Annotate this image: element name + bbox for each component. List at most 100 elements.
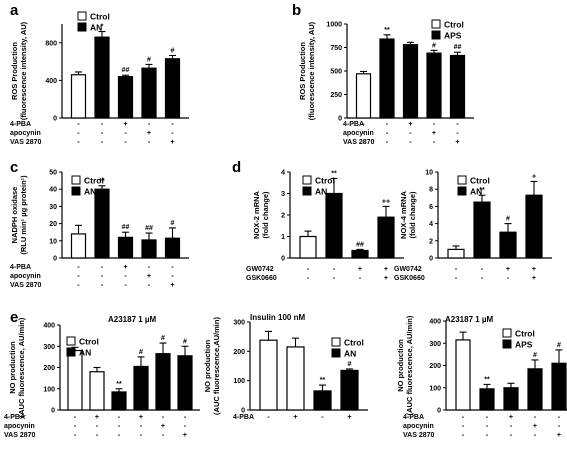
condition-sign: - bbox=[534, 430, 537, 439]
condition-sign: - bbox=[333, 273, 336, 282]
condition-sign: + bbox=[557, 430, 562, 439]
panel-label-e1: e bbox=[10, 309, 18, 326]
y-axis-label-c: NADPH oxidase bbox=[10, 187, 19, 244]
condition-sign: - bbox=[74, 430, 77, 439]
condition-sign: - bbox=[386, 128, 389, 137]
condition-sign: + bbox=[347, 412, 352, 421]
significance-label: # bbox=[161, 335, 165, 342]
y-tick-label: 200 bbox=[43, 365, 55, 372]
bar bbox=[141, 239, 157, 259]
condition-sign: - bbox=[148, 280, 151, 289]
condition-sign: - bbox=[77, 280, 80, 289]
panel-title-e1: A23187 1 µM bbox=[108, 315, 157, 324]
bar bbox=[447, 248, 465, 259]
y-axis-label-e3: (AUC fluorescence, AU/min) bbox=[405, 315, 414, 415]
condition-sign: - bbox=[124, 280, 127, 289]
legend-label: AN bbox=[90, 23, 102, 33]
condition-sign: - bbox=[558, 421, 561, 430]
significance-label: ## bbox=[122, 67, 130, 74]
panel-e1: e A23187 1 µM 0 100 200 300 400 NO production (A… bbox=[4, 309, 200, 439]
condition-sign: - bbox=[455, 264, 458, 273]
bar bbox=[499, 231, 517, 259]
significance-label: ** bbox=[116, 381, 122, 388]
y-tick-label: 500 bbox=[330, 69, 342, 76]
condition-sign: - bbox=[321, 412, 324, 421]
y-tick-label: 0 bbox=[338, 116, 342, 123]
bar bbox=[141, 67, 157, 119]
condition-sign: - bbox=[267, 412, 270, 421]
bar bbox=[94, 36, 110, 119]
condition-sign: - bbox=[486, 421, 489, 430]
condition-sign: - bbox=[462, 421, 465, 430]
condition-sign: - bbox=[386, 137, 389, 146]
panel-title-e2: Insulin 100 nM bbox=[250, 313, 305, 322]
condition-sign: - bbox=[148, 119, 151, 128]
significance-label: # bbox=[139, 349, 143, 356]
condition-sign: - bbox=[481, 264, 484, 273]
condition-sign: + bbox=[139, 412, 144, 421]
condition-sign: - bbox=[433, 119, 436, 128]
bar bbox=[70, 233, 87, 259]
condition-label: apocynin bbox=[403, 423, 434, 430]
legend-swatch bbox=[66, 347, 76, 357]
significance-label: # bbox=[171, 47, 175, 54]
legend-label: Ctrol bbox=[90, 12, 110, 22]
y-tick-label: 400 bbox=[45, 78, 57, 85]
condition-sign: - bbox=[148, 262, 151, 271]
condition-sign: - bbox=[456, 119, 459, 128]
y-tick-label: 200 bbox=[233, 349, 245, 356]
condition-sign: - bbox=[307, 273, 310, 282]
condition-sign: + bbox=[509, 412, 514, 421]
condition-sign: + bbox=[293, 412, 298, 421]
y-tick-label: 400 bbox=[43, 323, 55, 330]
legend-swatch bbox=[71, 186, 81, 196]
y-tick-label: 2 bbox=[429, 238, 433, 245]
condition-sign: - bbox=[433, 137, 436, 146]
y-tick-label: 50 bbox=[49, 170, 57, 177]
legend-swatch bbox=[502, 339, 512, 349]
bar bbox=[527, 368, 543, 411]
condition-sign: + bbox=[455, 137, 460, 146]
y-tick-label: 100 bbox=[233, 378, 245, 385]
y-axis-label-d2: NOX-4 mRNA bbox=[399, 190, 408, 239]
significance-label: # bbox=[557, 342, 561, 349]
y-tick-label: 8 bbox=[429, 187, 433, 194]
condition-sign: - bbox=[77, 128, 80, 137]
condition-label: apocynin bbox=[10, 130, 41, 137]
bar bbox=[67, 349, 83, 411]
y-tick-label: 0 bbox=[429, 256, 433, 263]
condition-sign: - bbox=[96, 421, 99, 430]
condition-label: 4-PBA bbox=[233, 414, 254, 421]
significance-label: # bbox=[171, 220, 175, 227]
y-tick-label: 0 bbox=[53, 116, 57, 123]
condition-sign: + bbox=[358, 264, 363, 273]
legend-swatch bbox=[302, 175, 312, 185]
significance-label: ## bbox=[356, 241, 364, 248]
significance-label: * bbox=[101, 24, 104, 31]
legend-swatch bbox=[431, 30, 441, 40]
condition-sign: - bbox=[124, 137, 127, 146]
condition-sign: - bbox=[101, 137, 104, 146]
y-axis-label-a: ROS Production bbox=[10, 42, 19, 100]
legend-swatch bbox=[502, 328, 512, 338]
legend-label: Ctrol bbox=[470, 176, 490, 186]
bar bbox=[89, 371, 105, 411]
condition-sign: - bbox=[162, 430, 165, 439]
condition-label: GSK0660 bbox=[394, 275, 425, 282]
y-tick-label: 0 bbox=[53, 256, 57, 263]
y-tick-label: 750 bbox=[330, 45, 342, 52]
bar bbox=[133, 365, 149, 411]
bar bbox=[155, 353, 171, 411]
y-tick-label: 0 bbox=[51, 408, 55, 415]
legend-label: AN bbox=[344, 349, 356, 359]
condition-sign: - bbox=[333, 264, 336, 273]
condition-label: VAS 2870 bbox=[10, 139, 41, 146]
legend-label: AN bbox=[470, 187, 482, 197]
panel-b: b 0 250 500 750 1000 ROS Production (fluorescen… bbox=[292, 2, 474, 146]
condition-sign: + bbox=[123, 119, 128, 128]
condition-sign: + bbox=[95, 412, 100, 421]
significance-label: ** bbox=[99, 178, 105, 185]
y-tick-label: 40 bbox=[49, 187, 57, 194]
bar bbox=[164, 58, 181, 119]
condition-sign: - bbox=[362, 137, 365, 146]
